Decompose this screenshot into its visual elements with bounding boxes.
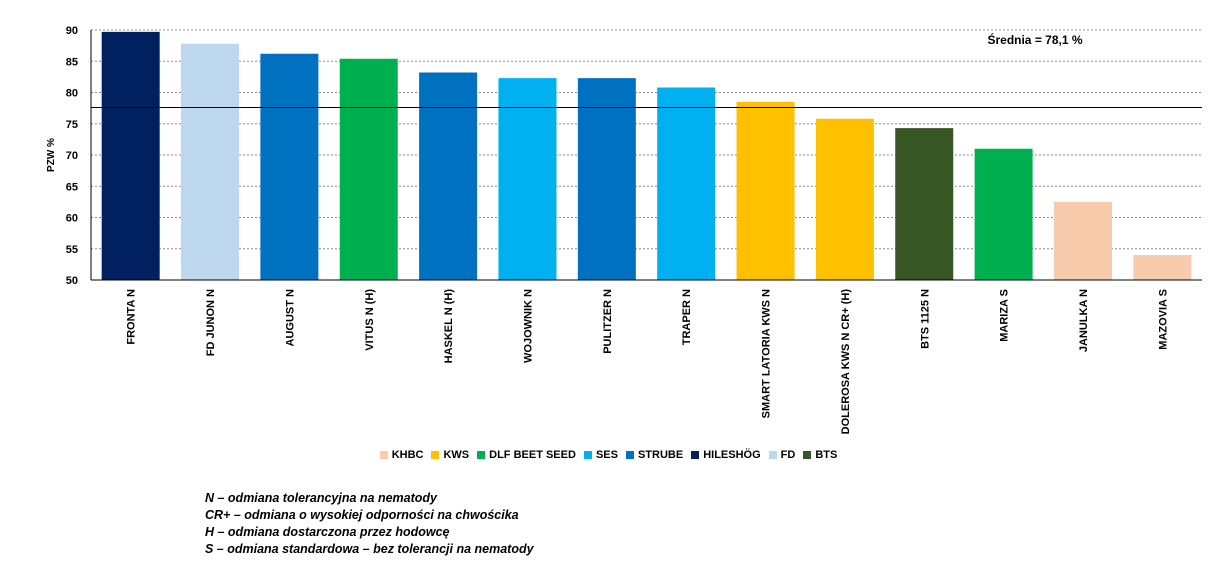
legend: KHBC KWS DLF BEET SEED SES STRUBE HILESHÖG FD B… <box>0 449 1217 462</box>
category-label: TRAPER N <box>681 289 693 345</box>
y-axis-label: PZW % <box>46 138 57 172</box>
y-tick-label: 55 <box>66 244 78 256</box>
category-labels: FRONTA N FD JUNON N AUGUST N VITUS N (H) HAS… <box>126 289 1170 435</box>
y-tick-label: 80 <box>66 88 78 100</box>
gridlines <box>91 29 1202 250</box>
legend-label: KHBC <box>391 449 424 461</box>
bars <box>101 31 1192 280</box>
legend-label: SES <box>595 449 618 461</box>
y-tick-label: 60 <box>66 213 78 225</box>
legend-label: FD <box>780 449 796 461</box>
y-tick-label: 85 <box>66 56 78 68</box>
category-label: VITUS N (H) <box>364 289 376 351</box>
legend-item: DLF BEET SEED <box>477 449 576 461</box>
note-n: N – odmiana tolerancyjna na nematody <box>205 491 438 505</box>
average-label: Średnia = 78,1 % <box>987 32 1082 47</box>
bar <box>815 118 874 280</box>
note-cr: CR+ – odmiana o wysokiej odporności na c… <box>205 508 519 522</box>
category-label: AUGUST N <box>284 289 296 347</box>
legend-label: STRUBE <box>637 449 684 461</box>
y-tick-label: 65 <box>66 181 78 193</box>
category-label: DOLEROSA KWS N CR+ (H) <box>840 289 852 435</box>
legend-swatch <box>768 451 777 459</box>
category-label: FD JUNON N <box>205 289 217 356</box>
category-label: JANULKA N <box>1078 289 1090 352</box>
legend-label: KWS <box>443 449 470 461</box>
bar <box>974 148 1033 280</box>
bar <box>260 53 319 280</box>
bar <box>895 128 954 280</box>
legend-item: STRUBE <box>625 449 684 461</box>
category-label: SMART LATORIA KWS N <box>761 289 773 418</box>
bar <box>181 43 240 280</box>
legend-item: SES <box>583 449 618 461</box>
category-label: MARIZA S <box>999 289 1011 342</box>
bar <box>339 58 398 280</box>
legend-swatch <box>477 451 486 459</box>
legend-label: BTS <box>815 449 838 461</box>
bar <box>419 72 478 280</box>
legend-swatch <box>803 451 812 459</box>
legend-label: HILESHÖG <box>703 449 761 461</box>
y-tick-label: 75 <box>66 119 78 131</box>
note-h: H – odmiana dostarczona przez hodowcę <box>205 525 450 539</box>
bar <box>498 78 557 280</box>
legend-item: FD <box>768 449 796 461</box>
category-label: WOJOWNIK N <box>522 289 534 363</box>
y-tick-label: 90 <box>66 25 78 37</box>
y-axis-ticks: 50 55 60 65 70 75 80 85 90 <box>66 25 78 287</box>
legend-item: KWS <box>431 449 469 461</box>
legend-item: BTS <box>803 449 837 461</box>
legend-swatch <box>379 451 388 459</box>
category-label: MAZOVIA S <box>1157 289 1169 350</box>
bar <box>577 78 636 280</box>
legend-swatch <box>691 451 700 459</box>
y-tick-label: 50 <box>66 275 78 287</box>
bar <box>1133 255 1192 280</box>
legend-label: DLF BEET SEED <box>489 449 576 461</box>
bar <box>736 101 795 280</box>
category-label: BTS 1125 N <box>919 289 931 349</box>
category-label: PULITZER N <box>602 289 614 354</box>
bar <box>1053 201 1112 280</box>
legend-swatch <box>625 451 634 459</box>
category-label: FRONTA N <box>126 289 138 345</box>
bar <box>101 31 160 280</box>
legend-swatch <box>431 451 440 459</box>
category-label: HASKEL N (H) <box>443 289 455 364</box>
y-tick-label: 70 <box>66 150 78 162</box>
note-s: S – odmiana standardowa – bez tolerancji… <box>205 542 534 556</box>
legend-item: KHBC <box>379 449 424 461</box>
bar <box>657 87 716 280</box>
legend-item: HILESHÖG <box>691 449 761 461</box>
legend-swatch <box>583 451 592 459</box>
notes: N – odmiana tolerancyjna na nematody CR+… <box>205 490 534 558</box>
bar-chart: 50 55 60 65 70 75 80 85 90 FRONTA N FD JUNON N AUG… <box>46 25 1202 435</box>
